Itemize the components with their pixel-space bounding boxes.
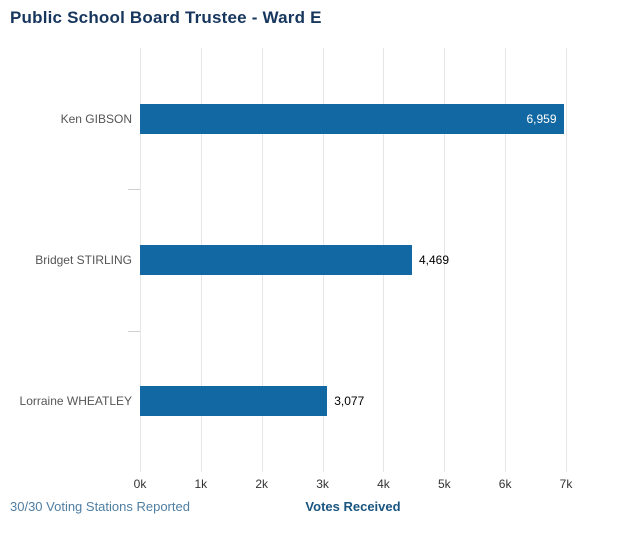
bar	[140, 103, 564, 134]
bar	[140, 245, 412, 275]
gridline	[505, 48, 507, 472]
value-label: 6,959	[526, 111, 557, 126]
category-label: Bridget STIRLING	[35, 253, 132, 267]
x-tick-label: 4k	[377, 477, 390, 491]
category-label: Lorraine WHEATLEY	[19, 394, 132, 409]
x-tick-label: 2k	[255, 477, 269, 491]
y-axis-tick	[128, 330, 140, 332]
x-tick-label: 3k	[316, 477, 329, 491]
value-label: 3,077	[334, 394, 365, 409]
value-label: 4,469	[418, 253, 449, 267]
category-label: Ken GIBSON	[60, 111, 132, 126]
gridline	[444, 48, 446, 472]
x-tick-label: 1k	[194, 477, 208, 491]
bar	[140, 386, 328, 417]
x-tick-label: 0k	[133, 477, 147, 491]
x-tick-label: 6k	[498, 477, 512, 491]
x-tick-label: 7k	[559, 477, 573, 491]
x-axis-title: Votes Received	[305, 499, 401, 514]
chart-title: Public School Board Trustee - Ward E	[10, 8, 322, 27]
x-axis-tick-labels: 0k 1k 2k 3k 4k 5k 6k 7k	[134, 477, 573, 493]
x-tick-label: 5k	[437, 477, 451, 491]
plot-area: Ken GIBSON 6,959 Bridget STIRLING 4,469 Lorr…	[20, 48, 567, 472]
y-axis-tick	[128, 189, 140, 191]
stations-reported-text: 30/30 Voting Stations Reported	[10, 499, 190, 514]
gridline	[566, 48, 567, 472]
